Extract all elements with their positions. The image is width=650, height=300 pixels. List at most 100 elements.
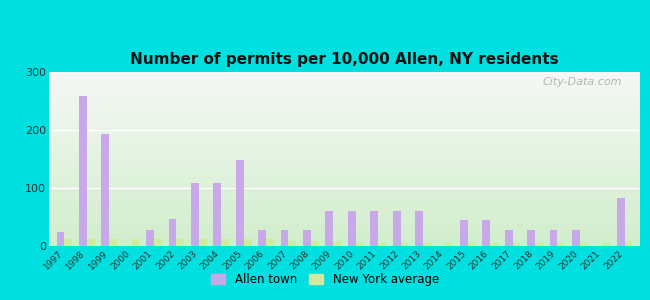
Bar xyxy=(49,170,640,171)
Bar xyxy=(146,230,154,246)
Bar xyxy=(49,147,640,148)
Bar xyxy=(393,211,400,246)
Bar xyxy=(49,224,640,225)
Bar xyxy=(49,221,640,222)
Bar xyxy=(49,204,640,205)
Bar xyxy=(625,242,632,246)
Bar xyxy=(49,144,640,145)
Bar xyxy=(49,157,640,158)
Bar xyxy=(49,197,640,198)
Bar xyxy=(49,107,640,108)
Bar xyxy=(79,96,87,246)
Bar xyxy=(49,135,640,136)
Bar xyxy=(303,230,311,246)
Bar xyxy=(49,74,640,75)
Bar xyxy=(460,220,468,246)
Bar xyxy=(423,243,431,246)
Bar xyxy=(49,205,640,206)
Bar xyxy=(49,180,640,181)
Bar xyxy=(49,123,640,124)
Bar xyxy=(49,104,640,105)
Bar xyxy=(49,155,640,156)
Bar xyxy=(49,160,640,161)
Bar xyxy=(49,85,640,86)
Bar xyxy=(326,211,333,246)
Bar xyxy=(132,239,140,246)
Bar xyxy=(49,171,640,172)
Bar xyxy=(49,241,640,242)
Bar xyxy=(49,156,640,157)
Bar xyxy=(49,121,640,122)
Bar xyxy=(49,153,640,154)
Bar xyxy=(49,214,640,215)
Bar xyxy=(504,230,513,246)
Bar xyxy=(49,215,640,216)
Bar xyxy=(617,198,625,246)
Bar xyxy=(49,217,640,218)
Bar xyxy=(49,223,640,224)
Bar xyxy=(49,198,640,199)
Bar xyxy=(281,230,289,246)
Bar xyxy=(49,101,640,102)
Bar xyxy=(49,139,640,140)
Bar xyxy=(49,110,640,111)
Bar xyxy=(49,238,640,239)
Bar xyxy=(49,231,640,232)
Bar xyxy=(49,165,640,166)
Bar xyxy=(87,239,95,246)
Bar xyxy=(49,194,640,195)
Bar xyxy=(49,199,640,200)
Bar xyxy=(49,193,640,194)
Bar xyxy=(49,145,640,146)
Bar xyxy=(49,75,640,76)
Bar xyxy=(49,113,640,114)
Bar xyxy=(49,208,640,209)
Bar xyxy=(49,99,640,100)
Bar xyxy=(49,86,640,87)
Bar xyxy=(49,175,640,176)
Bar xyxy=(49,162,640,163)
Legend: Allen town, New York average: Allen town, New York average xyxy=(207,269,443,291)
Bar xyxy=(49,84,640,85)
Bar xyxy=(236,160,244,246)
Bar xyxy=(49,152,640,153)
Bar xyxy=(49,119,640,120)
Bar xyxy=(49,131,640,132)
Bar xyxy=(49,212,640,213)
Bar xyxy=(49,154,640,155)
Bar xyxy=(49,73,640,74)
Bar xyxy=(49,167,640,168)
Bar xyxy=(49,220,640,221)
Bar xyxy=(221,239,229,246)
Bar xyxy=(49,78,640,79)
Bar xyxy=(49,192,640,193)
Bar xyxy=(57,232,64,246)
Bar xyxy=(49,88,640,89)
Bar xyxy=(49,82,640,83)
Bar xyxy=(311,242,318,246)
Bar xyxy=(49,179,640,180)
Bar xyxy=(49,159,640,160)
Bar xyxy=(49,72,640,73)
Bar xyxy=(49,191,640,192)
Bar xyxy=(527,230,535,246)
Bar xyxy=(49,115,640,116)
Bar xyxy=(49,235,640,236)
Bar xyxy=(49,168,640,169)
Bar xyxy=(49,163,640,164)
Bar xyxy=(49,177,640,178)
Bar xyxy=(49,203,640,204)
Bar xyxy=(49,206,640,207)
Bar xyxy=(49,76,640,77)
Bar xyxy=(49,124,640,125)
Bar xyxy=(49,116,640,117)
Bar xyxy=(64,239,72,246)
Bar xyxy=(445,243,453,246)
Bar xyxy=(49,182,640,183)
Bar xyxy=(580,243,588,246)
Bar xyxy=(109,239,117,246)
Bar xyxy=(49,230,640,231)
Bar xyxy=(333,242,341,246)
Bar xyxy=(49,209,640,210)
Bar xyxy=(49,105,640,106)
